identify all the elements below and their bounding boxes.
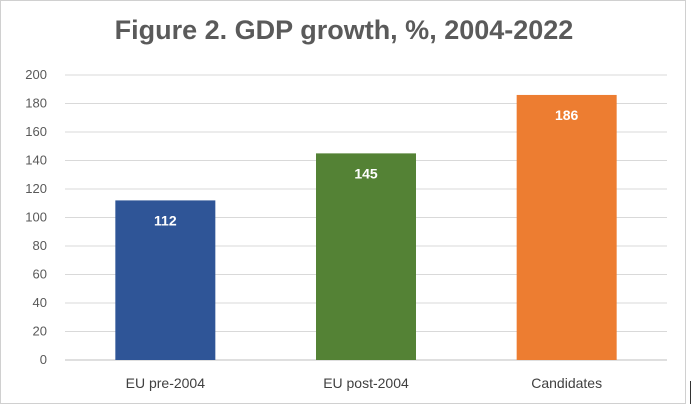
data-label: 145 — [354, 165, 378, 181]
y-tick-label: 200 — [25, 67, 47, 82]
text-cursor-mark — [690, 381, 691, 404]
y-tick-label: 160 — [25, 124, 47, 139]
x-tick-label: EU post-2004 — [323, 375, 409, 391]
bar-chart: 0 20 40 60 80 100 120 140 160 180 200 112 EU pre-200… — [25, 67, 667, 391]
chart-frame: Figure 2. GDP growth, %, 2004-2022 0 20 40… — [0, 0, 686, 404]
chart-title: Figure 2. GDP growth, %, 2004-2022 — [114, 15, 574, 45]
y-tick-label: 120 — [25, 181, 47, 196]
data-label: 186 — [555, 107, 579, 123]
y-tick-label: 180 — [25, 96, 47, 111]
y-tick-label: 140 — [25, 153, 47, 168]
y-tick-label: 100 — [25, 210, 47, 225]
y-tick-label: 0 — [40, 352, 47, 367]
y-tick-label: 60 — [33, 267, 47, 282]
bar — [316, 153, 416, 360]
bar — [516, 94, 617, 360]
y-tick-label: 80 — [33, 238, 47, 253]
y-tick-label: 20 — [33, 324, 47, 339]
data-label: 112 — [154, 212, 177, 228]
bar — [115, 200, 216, 360]
y-tick-label: 40 — [33, 295, 47, 310]
x-tick-label: Candidates — [531, 375, 602, 391]
x-tick-label: EU pre-2004 — [126, 375, 206, 391]
